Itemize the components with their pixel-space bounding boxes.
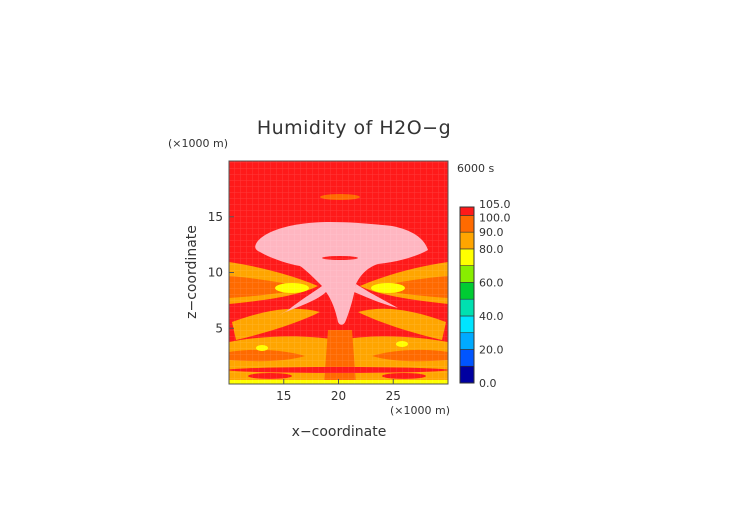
y-axis-label: z−coordinate	[184, 225, 200, 319]
colorbar-segment	[459, 349, 475, 367]
x-unit-label: (×1000 m)	[390, 404, 450, 417]
chart-title: Humidity of H2O−g	[257, 117, 451, 139]
colorbar-segment	[459, 365, 475, 384]
colorbar-frame	[459, 206, 475, 384]
colorbar-segment	[459, 265, 475, 283]
y-axis: 5 10 15	[208, 210, 234, 335]
colorbar-segment	[459, 315, 475, 334]
colorbar-segment	[459, 248, 475, 266]
colorbar-tick-label: 0.0	[479, 377, 497, 390]
y-tick-label: 10	[208, 266, 223, 280]
x-axis-label: x−coordinate	[292, 424, 387, 440]
time-label: 6000 s	[457, 162, 494, 175]
colorbar-tick-label: 40.0	[479, 310, 504, 323]
colorbar-segment	[459, 215, 475, 233]
colorbar-tick-label: 80.0	[479, 243, 504, 256]
humidity-field	[229, 161, 448, 384]
colorbar-tick-label: 60.0	[479, 276, 504, 289]
colorbar-tick-label: 100.0	[479, 211, 511, 224]
x-tick-label: 25	[386, 389, 401, 403]
x-axis: 15 20 25	[276, 379, 401, 403]
colorbar-tick-label: 20.0	[479, 343, 504, 356]
colorbar-segment	[459, 231, 475, 250]
colorbar-segment	[459, 282, 475, 300]
y-unit-label: (×1000 m)	[168, 137, 228, 150]
colorbar-tick-label: 105.0	[479, 198, 511, 211]
colorbar-segment	[459, 332, 475, 350]
y-tick-label: 5	[215, 321, 223, 335]
x-tick-label: 20	[331, 389, 346, 403]
colorbar-tick-label: 90.0	[479, 226, 504, 239]
colorbar-segment	[459, 298, 475, 317]
x-tick-label: 15	[276, 389, 291, 403]
y-tick-label: 15	[208, 210, 223, 224]
colorbar-segment	[459, 206, 475, 216]
